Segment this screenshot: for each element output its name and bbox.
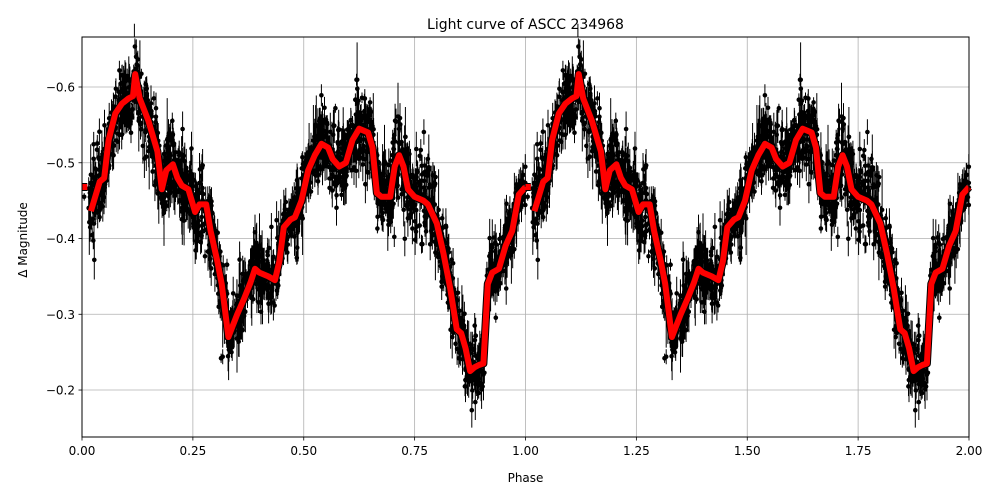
x-tick-label: 0.75 [401, 444, 428, 458]
x-tick-label: 1.50 [734, 444, 761, 458]
x-axis-label: Phase [508, 471, 544, 485]
chart-title: Light curve of ASCC 234968 [427, 17, 624, 33]
y-tick-label: −0.4 [46, 232, 75, 246]
x-tick-label: 0.25 [180, 444, 207, 458]
y-tick-label: −0.2 [46, 384, 75, 398]
x-tick-label: 2.00 [956, 444, 983, 458]
y-tick-label: −0.6 [46, 81, 75, 95]
x-tick-label: 0.50 [290, 444, 317, 458]
y-axis-label: Δ Magnitude [16, 202, 30, 278]
x-tick-label: 0.00 [69, 444, 96, 458]
y-tick-label: −0.5 [46, 156, 75, 170]
x-tick-label: 1.00 [512, 444, 539, 458]
x-tick-label: 1.75 [845, 444, 872, 458]
y-tick-label: −0.3 [46, 308, 75, 322]
x-tick-label: 1.25 [623, 444, 650, 458]
